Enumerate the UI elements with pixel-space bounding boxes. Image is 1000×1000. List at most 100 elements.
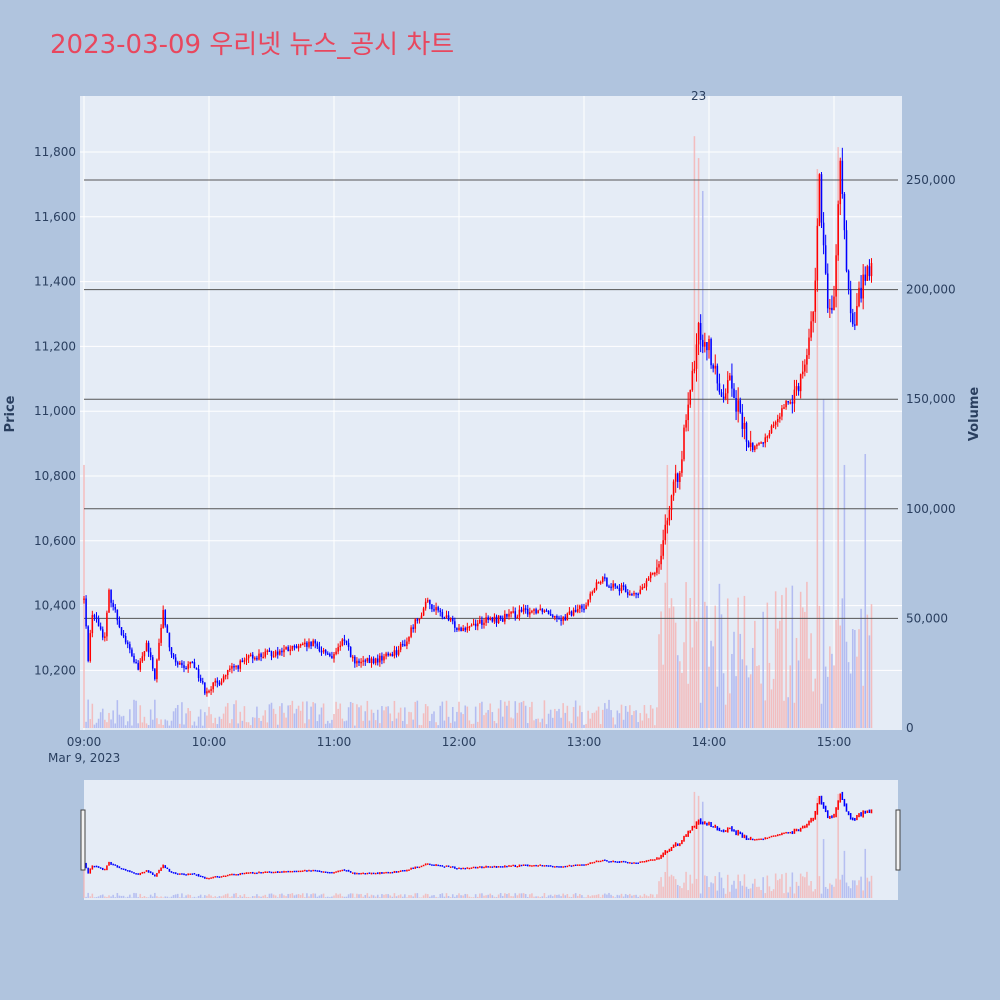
volume-bar [210,714,212,728]
volume-tick-label: 0 [906,721,914,735]
volume-bar [147,725,150,728]
volume-bar [158,724,160,728]
slider-volume-bar [493,896,496,898]
slider-volume-bar [279,894,281,898]
slider-volume-bar [385,894,387,898]
slider-volume-bar [333,895,335,898]
volume-bar [701,190,704,728]
candle-body [720,392,723,397]
candle-body [406,641,408,646]
volume-bar [435,722,437,728]
slider-volume-bar [710,882,712,898]
candle-body [774,422,777,425]
volume-bar [783,700,785,728]
slider-volume-bar [660,877,662,898]
volume-bar [233,704,235,728]
candle-body [716,365,719,384]
slider-candle [841,791,844,800]
candle-body [679,472,681,482]
candle-body [312,640,314,647]
slider-volume-bar [670,874,673,898]
slider-volume-bar [99,895,102,898]
slider-candle [514,864,517,867]
slider-volume-bar [618,895,621,898]
slider-volume-bar [110,896,112,898]
slider-candle [495,866,498,868]
slider-candle [195,874,198,876]
candle-body [251,654,254,659]
candle-body [154,668,156,680]
candle-body [864,274,867,281]
candle-body [112,602,114,607]
range-slider-left-handle[interactable] [80,809,86,871]
volume-bar [139,705,142,728]
slider-candle [116,865,119,868]
slider-candle [462,867,464,870]
slider-volume-bar [322,893,325,898]
range-slider-right-handle[interactable] [895,809,901,871]
slider-volume-bar [547,895,550,898]
volume-bar [197,716,200,728]
volume-bar [716,686,719,728]
candle-body [522,608,525,612]
slider-candle [379,872,381,875]
slider-volume-bar [456,895,458,898]
candle-body [116,609,119,621]
volume-bar [143,716,146,728]
slider-candle [485,865,487,868]
volume-bar [239,711,242,728]
candle-body [291,645,294,650]
slider-candle [322,871,325,873]
volume-bar [714,605,717,728]
slider-volume-bar [112,894,114,898]
slider-volume-bar [572,894,575,898]
slider-candle [737,829,739,836]
slider-volume-bar [574,893,577,898]
slider-candle [187,873,189,876]
slider-candle [301,870,304,872]
candle-body [366,658,369,662]
slider-candle [449,866,452,868]
candle-body [347,642,350,647]
price-tick-label: 10,400 [34,599,76,613]
slider-candle [245,872,248,874]
volume-bar [122,715,125,728]
candle-body [95,616,98,619]
slider-candle [579,864,581,866]
slider-volume-bar [743,874,746,898]
slider-volume-bar [399,894,402,898]
slider-candle [799,827,802,832]
candle-body [304,642,306,645]
candle-body [797,386,800,392]
volume-bar [89,719,92,728]
slider-volume-bar [226,893,229,898]
candle-body [204,682,206,694]
slider-volume-bar [483,895,485,898]
volume-bar [501,716,504,728]
candle-body [124,636,127,643]
slider-candle [287,870,289,873]
volume-bar [176,704,179,728]
slider-candle [408,869,410,871]
volume-bar [864,454,867,728]
volume-bar [624,706,627,728]
candle-body [410,627,412,637]
range-slider[interactable] [84,780,898,900]
slider-volume-bar [637,896,639,898]
candle-body [756,444,758,447]
slider-volume-bar [831,884,833,898]
slider-candle [231,873,233,876]
candle-body [868,266,871,277]
candle-body [316,643,319,647]
volume-bar [266,722,269,728]
candle-body [254,657,256,660]
slider-candle [137,873,139,875]
slider-candle [243,872,246,875]
candle-body [549,614,552,616]
candle-body [118,620,121,628]
volume-bar [589,718,592,728]
slider-volume-bar [89,896,92,898]
volume-bar [149,709,152,728]
slider-volume-bar [526,897,529,898]
slider-candle [656,857,658,860]
